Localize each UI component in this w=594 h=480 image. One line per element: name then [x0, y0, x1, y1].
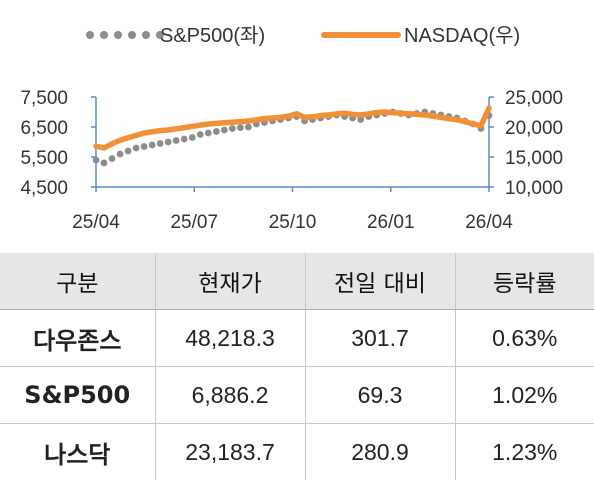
legend-sp500-marker [156, 31, 164, 39]
sp500-point [108, 155, 116, 162]
header-pct: 등락률 [454, 253, 594, 310]
table-row: 다우존스 48,218.3 301.7 0.63% [0, 309, 594, 367]
table-header-row: 구분 현재가 전일 대비 등락률 [0, 253, 594, 310]
x-tick-label: 25/10 [269, 212, 317, 233]
chart-axes [91, 96, 494, 192]
right-tick-label: 20,000 [505, 118, 563, 139]
index-table: 구분 현재가 전일 대비 등락률 다우존스 48,218.3 301.7 0.6… [0, 253, 594, 480]
sp500-point [172, 137, 180, 144]
right-tick-label: 25,000 [505, 88, 563, 109]
sp500-point [148, 141, 156, 149]
right-tick-label: 15,000 [505, 148, 563, 169]
sp500-point [212, 128, 220, 135]
legend-sp500-marker [114, 31, 122, 39]
sp500-point [196, 131, 204, 138]
row-price: 23,183.7 [154, 423, 305, 480]
sp500-point [124, 147, 132, 155]
left-tick-label: 7,500 [20, 88, 68, 109]
sp500-point [236, 124, 244, 131]
row-price: 48,218.3 [154, 309, 305, 367]
sp500-point [140, 143, 148, 150]
legend-sp500-marker [100, 31, 108, 39]
sp500-point [132, 144, 140, 152]
row-pct: 1.02% [454, 366, 594, 424]
row-name: 나스닥 [44, 440, 111, 469]
sp500-point [164, 138, 172, 146]
legend-sp500-label: S&P500(좌) [160, 24, 265, 47]
sp500-point [204, 129, 212, 137]
legend-sp500-marker [86, 31, 94, 39]
table-row: 나스닥 23,183.7 280.9 1.23% [0, 423, 594, 480]
index-line-chart: S&P500(좌) NASDAQ(우) 7,5006,5005,5004,5002… [20, 24, 563, 233]
x-tick-label: 26/01 [367, 212, 415, 233]
row-name: S&P500 [0, 366, 155, 424]
row-pct: 1.23% [454, 423, 594, 480]
sp500-point [244, 123, 252, 131]
chart-series [92, 105, 493, 167]
row-name: 다우존스 [0, 309, 155, 367]
row-change: 301.7 [304, 309, 455, 367]
legend-sp500-marker [128, 31, 136, 39]
header-price: 현재가 [154, 253, 305, 310]
chart-ticks: 7,500 6,500 5,500 4,500 25,000 20,000 15,000 10… [20, 88, 563, 233]
sp500-point [156, 140, 164, 147]
right-tick-label: 10,000 [505, 178, 563, 199]
sp500-point [92, 156, 100, 164]
header-change: 전일 대비 [304, 253, 455, 310]
x-tick-label: 26/04 [465, 212, 513, 233]
sp500-point [228, 125, 236, 132]
row-change: 69.3 [304, 366, 455, 424]
legend-sp500-marker [142, 31, 150, 39]
row-pct: 0.63% [454, 309, 594, 367]
left-tick-label: 5,500 [20, 148, 68, 169]
nasdaq-line [93, 105, 492, 151]
row-price: 6,886.2 [154, 366, 305, 424]
row-change: 280.9 [304, 423, 455, 480]
left-tick-label: 4,500 [20, 178, 68, 199]
sp500-point [116, 150, 124, 158]
x-tick-label: 25/07 [170, 212, 218, 233]
legend-nasdaq-label: NASDAQ(우) [404, 25, 520, 47]
table-row: S&P500 6,886.2 69.3 1.02% [0, 366, 594, 424]
sp500-point [220, 126, 228, 134]
sp500-point [180, 135, 188, 143]
chart-legend: S&P500(좌) NASDAQ(우) [86, 24, 520, 47]
sp500-point [188, 134, 196, 141]
sp500-point [100, 159, 108, 167]
sp500-point [357, 116, 365, 123]
header-category: 구분 [0, 253, 155, 310]
left-tick-label: 6,500 [20, 118, 68, 139]
x-tick-label: 25/04 [72, 212, 120, 233]
